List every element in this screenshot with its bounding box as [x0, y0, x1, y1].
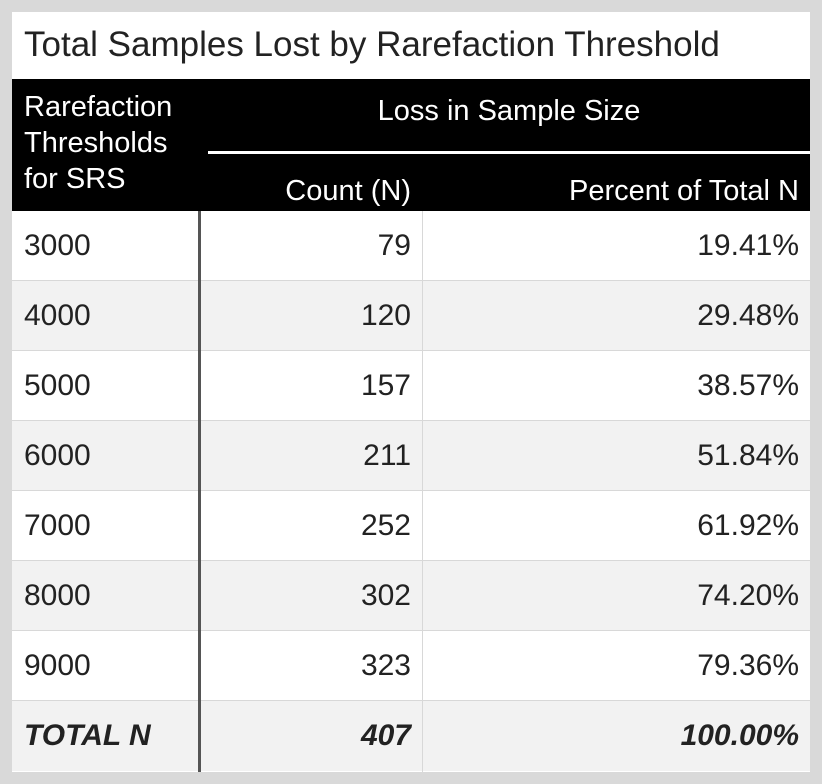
- table-row: 5000 157 38.57%: [12, 351, 810, 421]
- table-row: 8000 302 74.20%: [12, 561, 810, 631]
- column-header-percent: Percent of Total N: [569, 175, 799, 207]
- stub-header-line: Rarefaction: [24, 91, 173, 123]
- count-cell: 323: [360, 649, 411, 682]
- table-title: Total Samples Lost by Rarefaction Thresh…: [24, 25, 720, 64]
- percent-cell: 38.57%: [697, 369, 799, 402]
- total-percent: 100.00%: [680, 719, 799, 752]
- total-row: TOTAL N 407 100.00%: [12, 701, 810, 771]
- count-cell: 302: [360, 579, 411, 612]
- stub-header-line: Thresholds: [24, 127, 168, 159]
- total-count: 407: [360, 719, 411, 752]
- count-cell: 120: [360, 299, 411, 332]
- table-frame: Total Samples Lost by Rarefaction Thresh…: [12, 12, 810, 772]
- count-cell: 252: [360, 509, 411, 542]
- stub-header-line: for SRS: [24, 163, 126, 195]
- threshold-cell: 7000: [24, 509, 91, 542]
- table-body: 3000 79 19.41% 4000 120 29.48% 5000 157 …: [12, 211, 810, 771]
- column-header-count: Count (N): [285, 175, 411, 207]
- total-label: TOTAL N: [24, 719, 151, 752]
- table-row: 4000 120 29.48%: [12, 281, 810, 351]
- threshold-cell: 9000: [24, 649, 91, 682]
- percent-cell: 29.48%: [697, 299, 799, 332]
- percent-cell: 74.20%: [697, 579, 799, 612]
- table-row: 3000 79 19.41%: [12, 211, 810, 281]
- stub-header: Rarefaction Thresholds for SRS: [24, 89, 209, 197]
- percent-cell: 51.84%: [697, 439, 799, 472]
- percent-cell: 61.92%: [697, 509, 799, 542]
- table-row: 6000 211 51.84%: [12, 421, 810, 491]
- stub-divider: [198, 211, 201, 772]
- percent-cell: 79.36%: [697, 649, 799, 682]
- table-header: Rarefaction Thresholds for SRS Loss in S…: [12, 79, 810, 211]
- threshold-cell: 4000: [24, 299, 91, 332]
- percent-cell: 19.41%: [697, 229, 799, 262]
- count-cell: 157: [360, 369, 411, 402]
- threshold-cell: 8000: [24, 579, 91, 612]
- spanner-header: Loss in Sample Size: [377, 95, 641, 127]
- spanner-rule: [208, 151, 810, 154]
- threshold-cell: 3000: [24, 229, 91, 262]
- threshold-cell: 5000: [24, 369, 91, 402]
- column-divider: [422, 211, 423, 772]
- table-row: 7000 252 61.92%: [12, 491, 810, 561]
- count-cell: 211: [363, 439, 411, 472]
- threshold-cell: 6000: [24, 439, 91, 472]
- table-row: 9000 323 79.36%: [12, 631, 810, 701]
- count-cell: 79: [377, 229, 411, 262]
